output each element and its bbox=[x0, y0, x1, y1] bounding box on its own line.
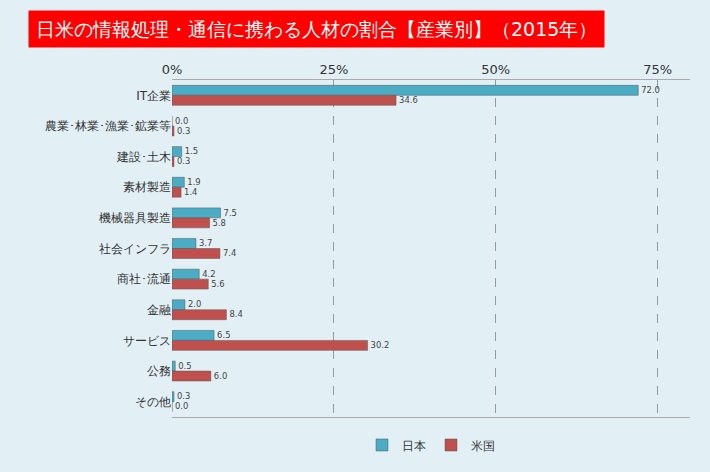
svg-text:5.6: 5.6 bbox=[211, 279, 224, 289]
svg-text:6.0: 6.0 bbox=[214, 371, 227, 381]
svg-text:0%: 0% bbox=[162, 62, 183, 77]
svg-text:75%: 75% bbox=[643, 62, 672, 77]
svg-text:建設･土木: 建設･土木 bbox=[116, 150, 171, 164]
svg-text:0.3: 0.3 bbox=[177, 126, 190, 136]
svg-text:0.5: 0.5 bbox=[178, 361, 191, 371]
svg-text:6.5: 6.5 bbox=[217, 330, 230, 340]
svg-text:機械器具製造: 機械器具製造 bbox=[99, 211, 171, 225]
svg-text:5.8: 5.8 bbox=[213, 218, 226, 228]
svg-text:日本: 日本 bbox=[402, 439, 426, 453]
svg-text:1.9: 1.9 bbox=[187, 177, 200, 187]
svg-text:米国: 米国 bbox=[471, 439, 495, 453]
svg-text:50%: 50% bbox=[481, 62, 510, 77]
svg-text:0.0: 0.0 bbox=[175, 401, 188, 411]
svg-text:3.7: 3.7 bbox=[199, 238, 212, 248]
svg-text:0.3: 0.3 bbox=[177, 391, 190, 401]
svg-text:金融: 金融 bbox=[147, 303, 171, 317]
svg-text:IT企業: IT企業 bbox=[136, 89, 171, 103]
svg-text:素材製造: 素材製造 bbox=[123, 180, 171, 194]
svg-text:0.0: 0.0 bbox=[175, 116, 188, 126]
svg-text:サービス: サービス bbox=[123, 334, 171, 348]
svg-text:商社･流通: 商社･流通 bbox=[117, 272, 171, 286]
svg-text:2.0: 2.0 bbox=[188, 299, 201, 309]
svg-text:7.5: 7.5 bbox=[224, 208, 237, 218]
svg-text:8.4: 8.4 bbox=[229, 309, 242, 319]
svg-text:1.4: 1.4 bbox=[184, 187, 197, 197]
svg-text:25%: 25% bbox=[319, 62, 348, 77]
svg-text:0.3: 0.3 bbox=[177, 156, 190, 166]
svg-text:1.5: 1.5 bbox=[185, 146, 198, 156]
svg-text:日米の情報処理・通信に携わる人材の割合【産業別】（2015年: 日米の情報処理・通信に携わる人材の割合【産業別】（2015年） bbox=[36, 18, 597, 40]
svg-text:34.6: 34.6 bbox=[399, 95, 418, 105]
svg-text:7.4: 7.4 bbox=[223, 248, 236, 258]
svg-text:その他: その他 bbox=[135, 395, 171, 409]
svg-text:4.2: 4.2 bbox=[202, 269, 215, 279]
svg-text:72.0: 72.0 bbox=[641, 85, 660, 95]
svg-text:社会インフラ: 社会インフラ bbox=[99, 242, 171, 256]
svg-text:公務: 公務 bbox=[147, 364, 171, 378]
svg-text:30.2: 30.2 bbox=[371, 340, 390, 350]
svg-text:農業･林業･漁業･鉱業等: 農業･林業･漁業･鉱業等 bbox=[45, 119, 171, 133]
